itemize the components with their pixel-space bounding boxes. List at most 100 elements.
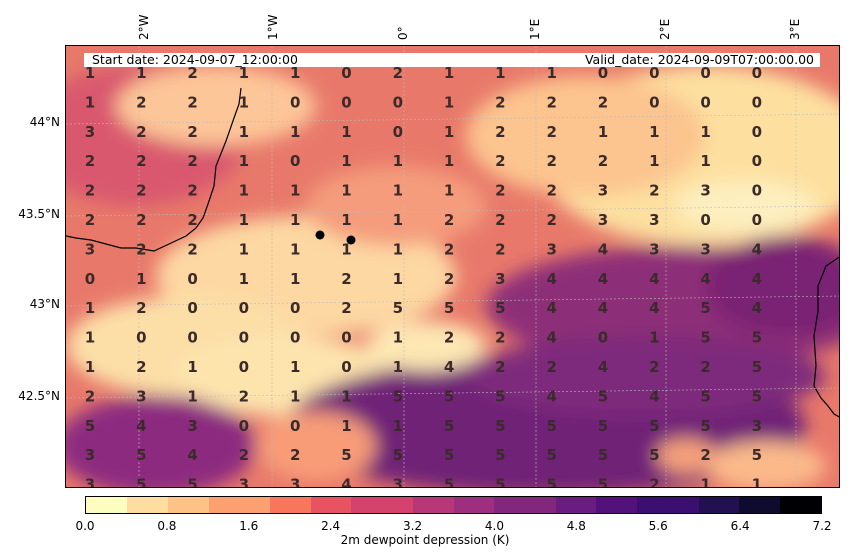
station-value: 1 — [239, 123, 249, 141]
colorbar-segment — [392, 497, 415, 513]
station-value: 1 — [444, 93, 454, 111]
colorbar-segment — [535, 497, 558, 513]
station-value: 1 — [290, 270, 300, 288]
station-value: 0 — [700, 64, 710, 82]
station-value: 0 — [187, 270, 197, 288]
start-date-label: Start date: 2024-09-07_12:00:00 — [92, 52, 298, 67]
station-value: 5 — [700, 387, 710, 405]
station-value: 5 — [495, 476, 505, 488]
station-value: 5 — [495, 417, 505, 435]
colorbar-segment — [576, 497, 598, 513]
dewpoint-depression-map: 1 1 2 1 1 0 2 1 1 1 0 0 0 0 1 2 2 1 0 0 0 1 2 2 2 0 0 0 3 2 2 1 1 1 0 1 2 2 1 1… — [66, 46, 839, 488]
colorbar-segment — [208, 497, 231, 513]
station-value: 5 — [444, 476, 454, 488]
station-value: 2 — [649, 476, 659, 488]
station-value: 5 — [752, 446, 762, 464]
station-value: 3 — [546, 240, 556, 258]
station-value: 3 — [700, 240, 710, 258]
station-value: 1 — [85, 64, 95, 82]
station-value: 1 — [290, 387, 300, 405]
station-value: 2 — [495, 358, 505, 376]
station-value: 1 — [187, 387, 197, 405]
station-value: 2 — [187, 182, 197, 200]
station-value: 3 — [136, 387, 146, 405]
station-value: 1 — [290, 358, 300, 376]
station-value: 1 — [85, 93, 95, 111]
station-value: 3 — [598, 182, 608, 200]
station-value: 0 — [290, 417, 300, 435]
station-value: 5 — [700, 329, 710, 347]
station-value: 1 — [341, 182, 351, 200]
station-value: 2 — [341, 270, 351, 288]
colorbar-segment — [473, 497, 496, 513]
station-value: 0 — [341, 93, 351, 111]
colorbar-segment — [759, 497, 782, 513]
station-value: 1 — [393, 211, 403, 229]
station-value: 5 — [393, 387, 403, 405]
station-value: 2 — [85, 211, 95, 229]
station-value: 1 — [649, 123, 659, 141]
lon-label-3e: 3°E — [788, 18, 802, 40]
colorbar-segment — [780, 497, 803, 513]
station-value: 2 — [649, 358, 659, 376]
station-value: 5 — [444, 446, 454, 464]
station-value: 0 — [393, 93, 403, 111]
station-value: 1 — [341, 417, 351, 435]
station-value: 0 — [341, 358, 351, 376]
station-value: 2 — [495, 240, 505, 258]
station-value: 1 — [136, 64, 146, 82]
station-value: 2 — [341, 299, 351, 317]
colorbar-segment — [453, 497, 476, 513]
station-value: 2 — [444, 211, 454, 229]
station-value: 3 — [85, 446, 95, 464]
station-value: 3 — [700, 182, 710, 200]
station-value: 5 — [341, 446, 351, 464]
colorbar-segment — [228, 497, 251, 513]
colorbar-segment — [331, 497, 353, 513]
station-value: 5 — [700, 299, 710, 317]
station-value: 1 — [239, 211, 249, 229]
station-value: 1 — [85, 299, 95, 317]
station-value: 4 — [187, 446, 197, 464]
station-value: 1 — [700, 123, 710, 141]
station-value: 5 — [598, 446, 608, 464]
station-value: 2 — [444, 329, 454, 347]
lon-label-0: 0° — [396, 26, 410, 40]
colorbar-segment — [269, 497, 292, 513]
coastline-east — [813, 256, 839, 418]
station-value: 2 — [187, 123, 197, 141]
colorbar-segment — [371, 497, 394, 513]
station-value: 4 — [649, 299, 659, 317]
station-value: 2 — [495, 152, 505, 170]
colorbar-segment — [167, 497, 190, 513]
station-value: 3 — [495, 270, 505, 288]
station-value: 1 — [341, 240, 351, 258]
station-value: 1 — [341, 123, 351, 141]
station-value: 1 — [700, 152, 710, 170]
station-value: 1 — [290, 240, 300, 258]
station-value: 5 — [187, 476, 197, 488]
station-value: 1 — [444, 123, 454, 141]
colorbar-segment — [86, 497, 108, 513]
station-value: 0 — [752, 64, 762, 82]
colorbar-segment — [616, 497, 639, 513]
field-shading — [66, 66, 839, 487]
colorbar-tick-label: 7.2 — [812, 519, 832, 533]
station-value: 4 — [598, 358, 608, 376]
station-value: 2 — [700, 446, 710, 464]
colorbar-segment — [106, 497, 129, 513]
colorbar — [85, 496, 823, 514]
colorbar-segment — [188, 497, 210, 513]
station-value: 0 — [239, 299, 249, 317]
station-value: 5 — [444, 417, 454, 435]
station-value: 0 — [752, 152, 762, 170]
station-value: 0 — [187, 329, 197, 347]
station-value: 4 — [752, 299, 762, 317]
station-value: 1 — [290, 182, 300, 200]
station-value: 2 — [136, 182, 146, 200]
station-value: 1 — [700, 476, 710, 488]
station-value: 2 — [290, 446, 300, 464]
colorbar-tick-label: 4.0 — [484, 519, 504, 533]
station-value: 2 — [649, 182, 659, 200]
station-value: 1 — [393, 358, 403, 376]
